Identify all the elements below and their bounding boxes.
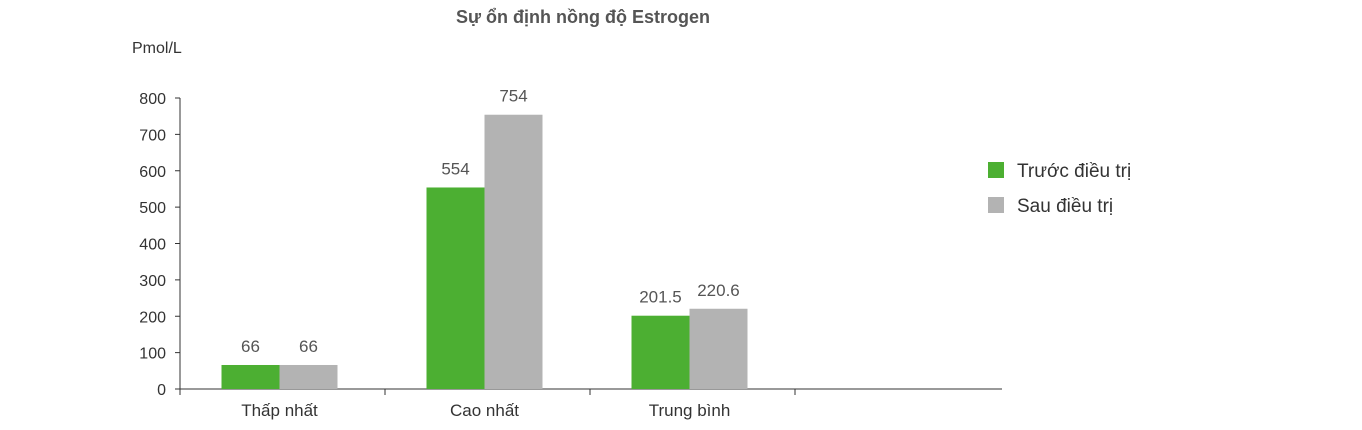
data-label: 754: [499, 87, 527, 106]
legend: Trước điều trị Sau điều trị: [988, 161, 1131, 217]
y-tick-label: 600: [139, 164, 166, 181]
y-tick-label: 0: [157, 382, 166, 399]
data-label: 220.6: [697, 281, 740, 300]
y-tick-label: 700: [139, 127, 166, 144]
x-tick-label: Trung bình: [649, 401, 731, 420]
y-tick-label: 200: [139, 309, 166, 326]
chart-title: Sự ổn định nồng độ Estrogen: [456, 7, 710, 27]
bar: [631, 315, 690, 389]
bar: [279, 364, 338, 389]
y-tick-label: 100: [139, 346, 166, 363]
bars: 66 66 554 754 201.5 220.6: [221, 87, 748, 390]
data-label: 66: [241, 337, 260, 356]
axes: 0 100 200 300 400 500 600 700 800 Thấp nhất Cao nh…: [139, 91, 1002, 420]
y-tick-label: 800: [139, 91, 166, 108]
y-axis-label: Pmol/L: [132, 40, 182, 57]
legend-label: Sau điều trị: [1017, 196, 1113, 217]
bar: [484, 114, 543, 390]
data-label: 66: [299, 337, 318, 356]
bar: [221, 364, 280, 389]
y-tick-label: 400: [139, 237, 166, 254]
data-label: 554: [441, 159, 469, 178]
y-tick-label: 300: [139, 273, 166, 290]
legend-swatch: [988, 197, 1004, 213]
x-tick-label: Cao nhất: [450, 401, 519, 420]
legend-swatch: [988, 162, 1004, 178]
x-tick-label: Thấp nhất: [241, 401, 318, 420]
y-tick-label: 500: [139, 200, 166, 217]
bar: [426, 187, 485, 389]
legend-label: Trước điều trị: [1017, 161, 1131, 182]
bar: [689, 308, 748, 389]
data-label: 201.5: [639, 288, 682, 307]
